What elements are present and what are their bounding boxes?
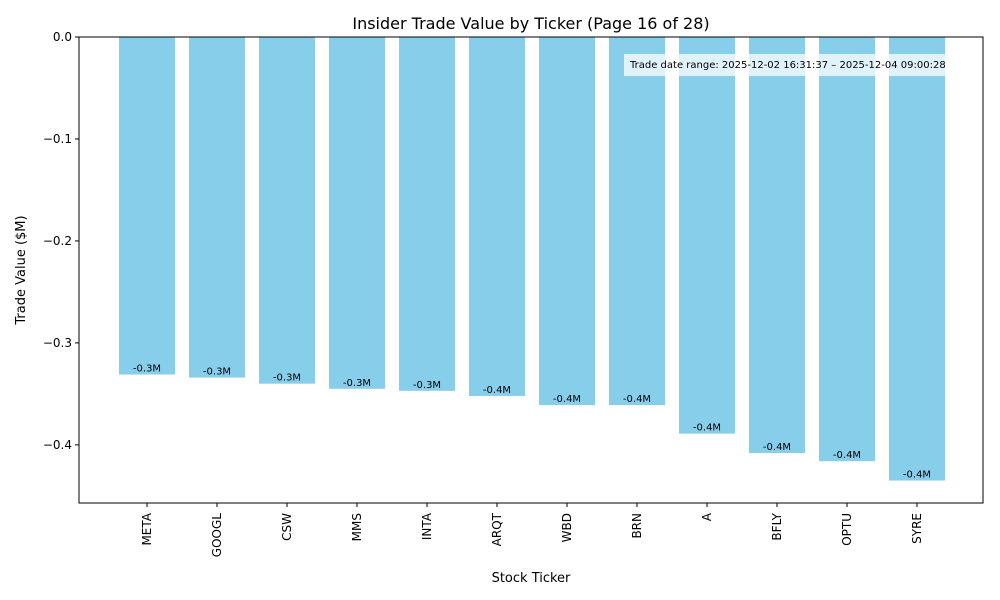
bar-csw <box>259 37 315 384</box>
y-tick-label: 0.0 <box>53 30 72 44</box>
y-axis-ticks: 0.0 −0.1 −0.2 −0.3 −0.4 <box>43 30 79 452</box>
y-tick-label: −0.1 <box>43 132 72 146</box>
bar-googl <box>189 37 245 378</box>
x-axis-ticks: META GOOGL CSW MMS INTA ARQT WBD BRN A BFLY OPTU SY… <box>140 503 924 557</box>
data-label-mms: -0.3M <box>343 378 371 389</box>
y-tick-label: −0.4 <box>43 438 72 452</box>
y-axis-label: Trade Value ($M) <box>14 215 29 325</box>
bar-meta <box>119 37 175 375</box>
data-label-brn: -0.4M <box>623 394 651 405</box>
bar-brn <box>609 37 665 406</box>
x-axis-label: Stock Ticker <box>492 571 571 586</box>
data-label-arqt: -0.4M <box>483 385 511 396</box>
bar-a <box>679 37 735 434</box>
x-tick-label: BFLY <box>770 512 784 540</box>
x-tick-label: OPTU <box>840 513 854 546</box>
bar-wbd <box>539 37 595 406</box>
data-label-a: -0.4M <box>693 423 721 434</box>
bar-syre <box>889 37 945 481</box>
annotation-text: Trade date range: 2025-12-02 16:31:37 – … <box>629 60 946 71</box>
y-tick-label: −0.2 <box>43 234 72 248</box>
axes-frame <box>78 36 984 504</box>
x-tick-label: BRN <box>630 513 644 539</box>
x-tick-label: CSW <box>280 513 294 541</box>
data-label-syre: -0.4M <box>903 470 931 481</box>
x-tick-label: GOOGL <box>210 513 224 557</box>
data-label-csw: -0.3M <box>273 373 301 384</box>
data-label-optu: -0.4M <box>833 450 861 461</box>
x-tick-label: MMS <box>350 513 364 541</box>
x-tick-label: META <box>140 512 154 545</box>
date-range-annotation: Trade date range: 2025-12-02 16:31:37 – … <box>624 54 986 76</box>
x-tick-label: INTA <box>420 512 434 540</box>
y-tick-label: −0.3 <box>43 336 72 350</box>
x-tick-label: WBD <box>560 513 574 542</box>
data-label-meta: -0.3M <box>133 364 161 375</box>
bar-bfly <box>749 37 805 454</box>
annotation-background <box>624 54 986 76</box>
data-label-inta: -0.3M <box>413 380 441 391</box>
bar-arqt <box>469 37 525 396</box>
bar-mms <box>329 37 385 389</box>
data-label-googl: -0.3M <box>203 367 231 378</box>
x-tick-label: A <box>700 512 714 521</box>
data-label-bfly: -0.4M <box>763 442 791 453</box>
chart-title: Insider Trade Value by Ticker (Page 16 o… <box>352 14 709 33</box>
data-label-wbd: -0.4M <box>553 394 581 405</box>
bar-inta <box>399 37 455 391</box>
bar-series <box>119 37 945 481</box>
x-tick-label: ARQT <box>490 512 504 546</box>
bar-optu <box>819 37 875 462</box>
data-labels: -0.3M -0.3M -0.3M -0.3M -0.3M -0.4M -0.4M -0.4M… <box>133 364 931 481</box>
x-tick-label: SYRE <box>910 513 924 544</box>
